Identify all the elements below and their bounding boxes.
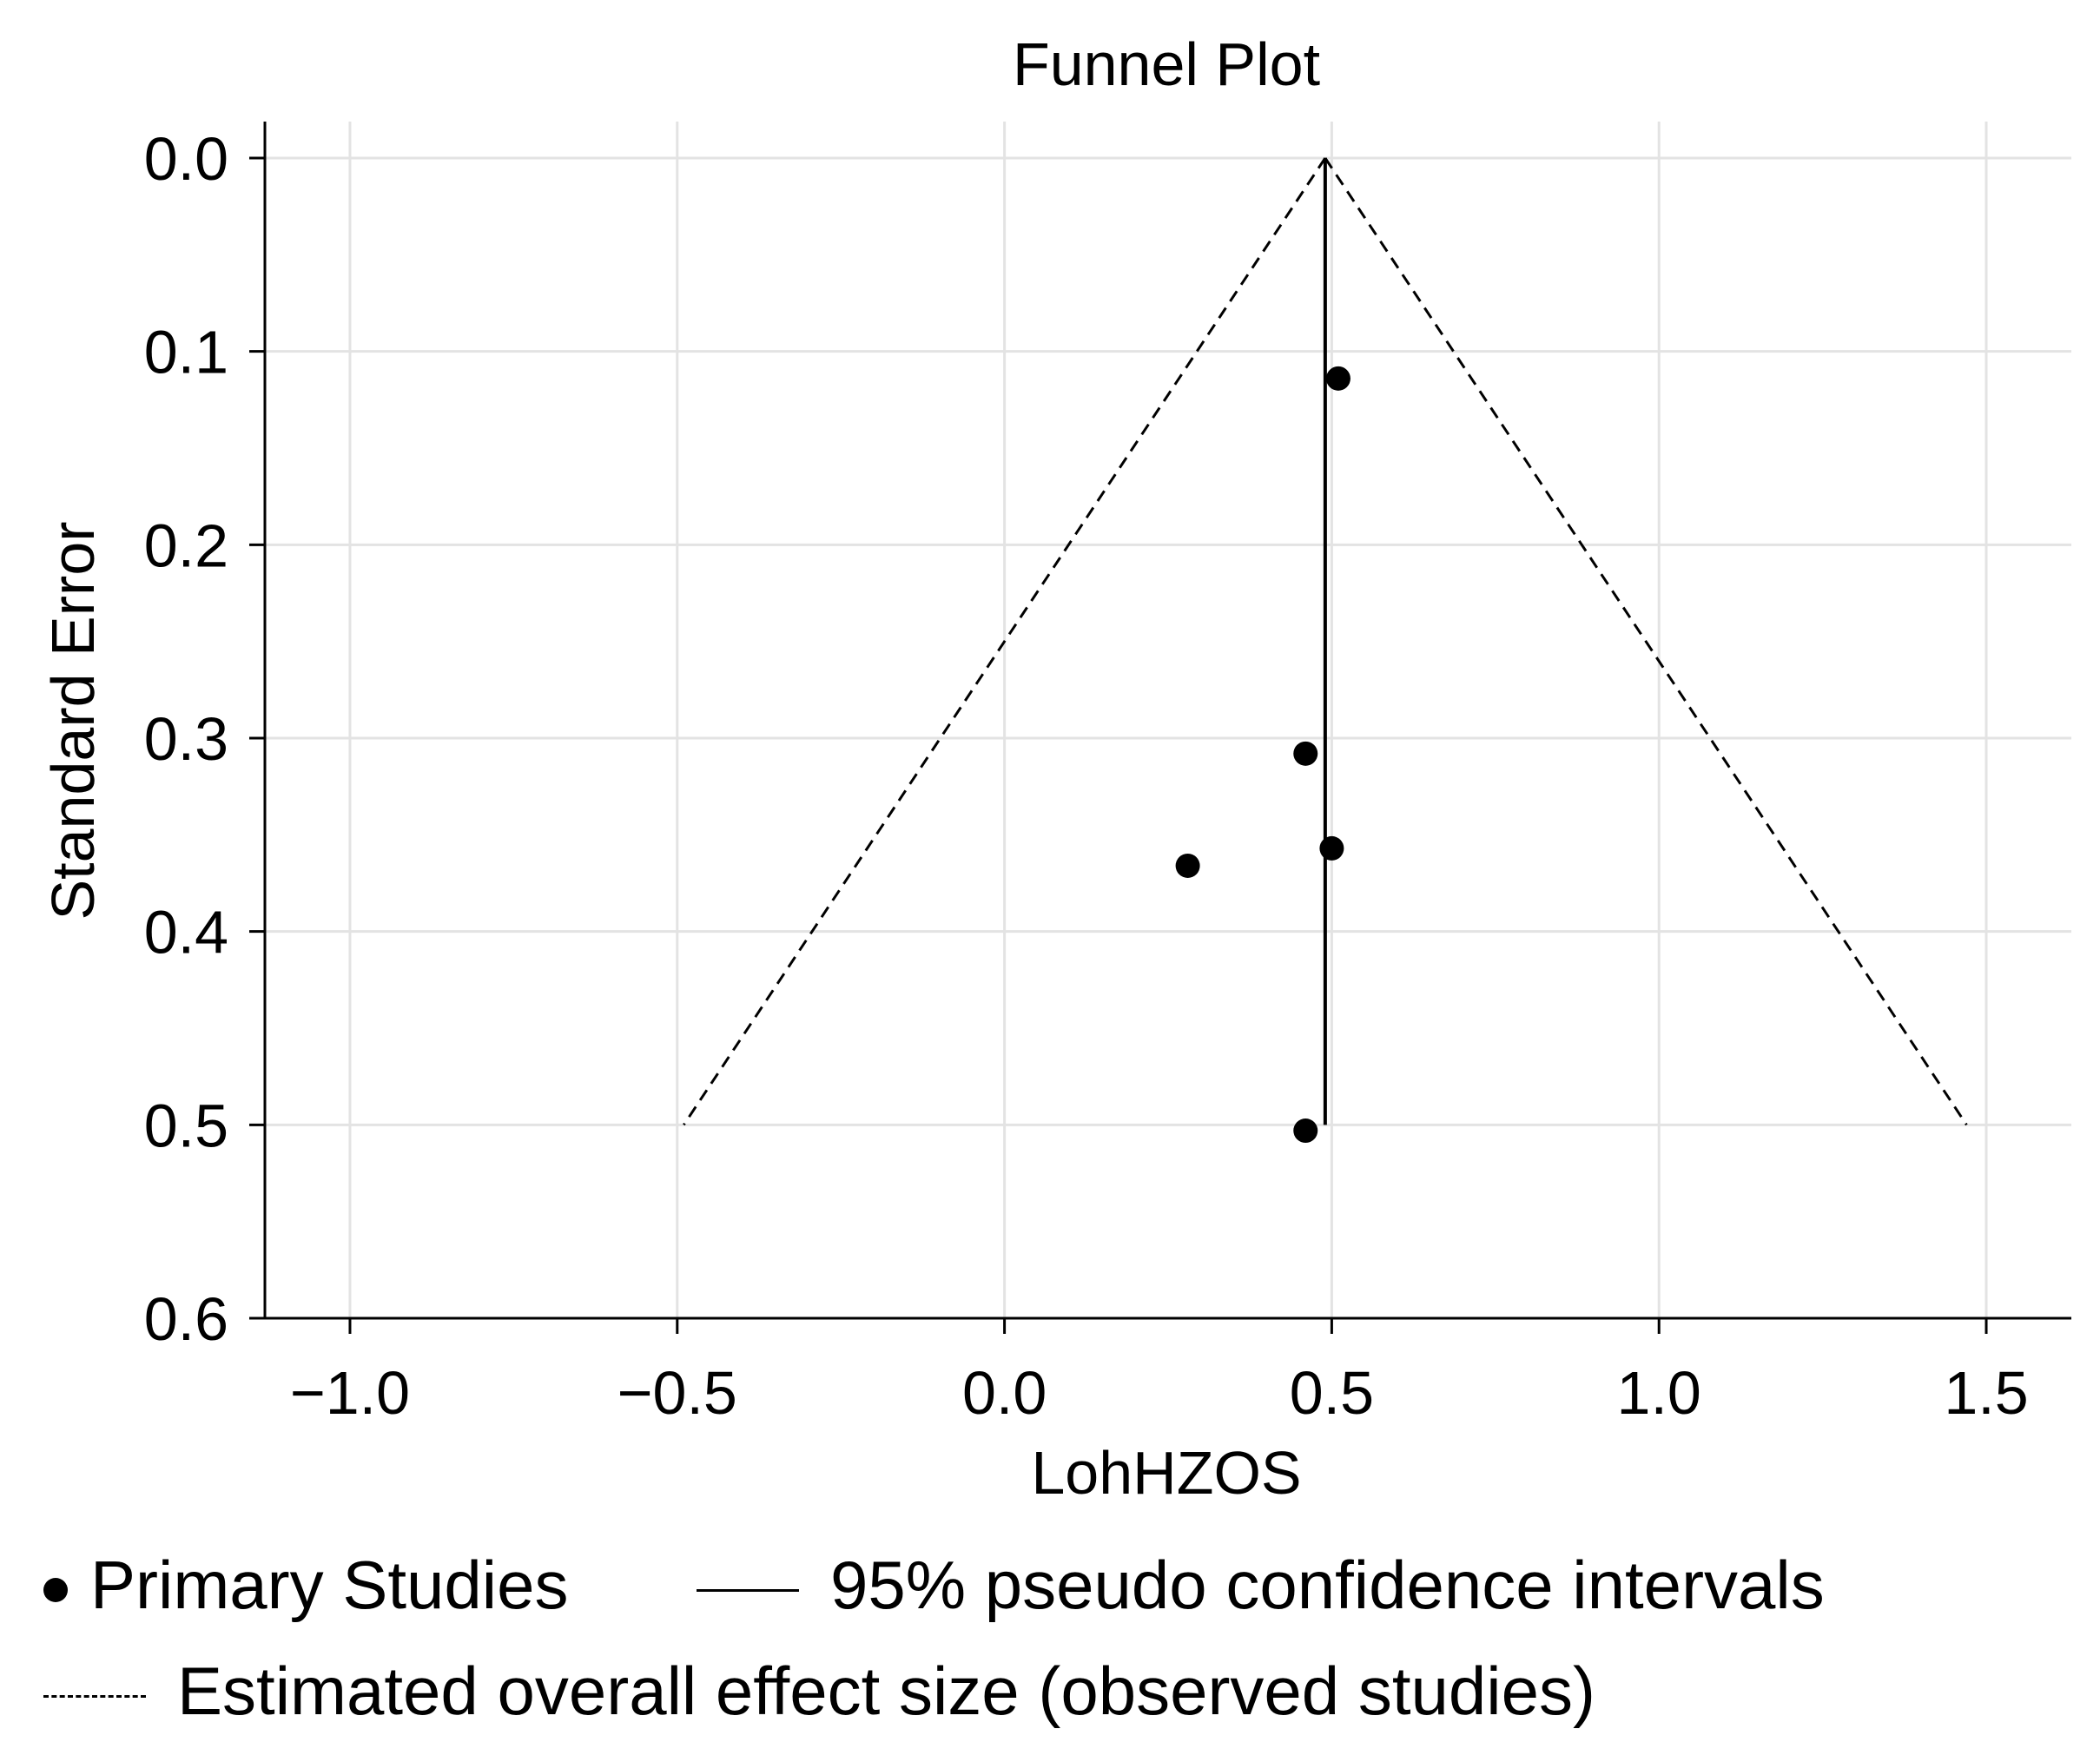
x-tick-label: −1.0 (290, 1359, 410, 1427)
legend-solid-line (697, 1588, 799, 1592)
y-tick-label: 0.1 (144, 319, 228, 386)
legend-ci-label: 95% pseudo confidence intervals (830, 1547, 1825, 1623)
y-tick-label: 0.6 (144, 1285, 228, 1353)
study-point (1319, 835, 1344, 861)
legend-ci: 95% pseudo confidence intervals (697, 1546, 1825, 1624)
chart-title: Funnel Plot (1013, 30, 1320, 98)
x-axis-label: LohHZOS (1031, 1439, 1301, 1507)
y-tick-label: 0.3 (144, 705, 228, 773)
x-tick-label: 0.5 (1290, 1359, 1374, 1427)
study-point (1175, 853, 1200, 878)
x-tick-label: 0.0 (962, 1359, 1047, 1427)
legend-estimate: Estimated overall effect size (observed … (43, 1652, 1595, 1730)
funnel-right-dashed-line (1324, 157, 1968, 1126)
legend-dashed-line (43, 1694, 146, 1698)
y-axis-label: Standard Error (39, 521, 107, 920)
grid-lines (265, 122, 2071, 1318)
y-tick-label: 0.4 (144, 899, 228, 967)
study-point (1325, 366, 1350, 391)
legend-primary: Primary Studies (43, 1546, 569, 1624)
funnel-left-dashed-line (683, 157, 1327, 1126)
legend-estimate-label: Estimated overall effect size (observed … (177, 1653, 1595, 1729)
study-point (1293, 1118, 1318, 1144)
legend-dot-marker (43, 1578, 68, 1603)
y-tick-label: 0.5 (144, 1092, 228, 1159)
legend-primary-label: Primary Studies (90, 1547, 569, 1623)
x-tick-label: 1.0 (1617, 1359, 1701, 1427)
x-tick-label: −0.5 (617, 1359, 737, 1427)
tick-labels: −1.0 −0.5 0.0 0.5 1.0 1.5 0.0 0.1 0.2 0.3 0.4 0.5 0.… (144, 125, 2029, 1427)
study-point (1293, 741, 1318, 766)
y-tick-label: 0.2 (144, 511, 228, 579)
y-tick-label: 0.0 (144, 125, 228, 193)
data-points (1175, 366, 1350, 1144)
x-tick-label: 1.5 (1944, 1359, 2028, 1427)
funnel-lines (683, 157, 1968, 1126)
axes (249, 122, 2071, 1334)
